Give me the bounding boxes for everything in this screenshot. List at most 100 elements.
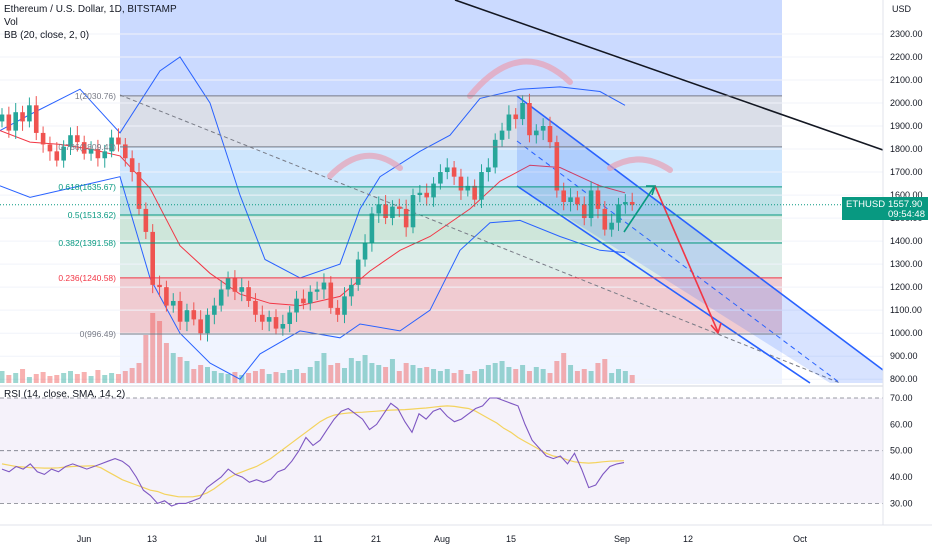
candle-body-89 <box>609 222 614 230</box>
chart-title: Ethereum / U.S. Dollar, 1D, BITSTAMP <box>4 4 177 15</box>
volume-bar-36 <box>246 373 252 383</box>
volume-bar-70 <box>479 369 484 383</box>
volume-bar-9 <box>61 373 67 383</box>
volume-bar-49 <box>335 363 341 383</box>
candle-body-28 <box>191 310 197 320</box>
candle-body-59 <box>403 208 409 228</box>
rsi-pane <box>0 385 883 507</box>
candle-body-39 <box>266 317 272 322</box>
candle-body-37 <box>253 300 258 315</box>
volume-bar-81 <box>554 361 560 383</box>
fib-label-5: 0.236(1240.58) <box>58 273 116 283</box>
candle-body-54 <box>369 213 375 244</box>
candle-body-22 <box>150 231 155 285</box>
volume-bar-41 <box>280 373 286 383</box>
volume-bar-12 <box>81 372 87 383</box>
volume-bar-14 <box>95 370 101 383</box>
volume-bar-61 <box>417 368 423 383</box>
volume-bar-91 <box>622 371 628 383</box>
price-tick-1800: 1800.00 <box>890 144 923 154</box>
volume-bar-15 <box>102 375 108 383</box>
volume-bar-20 <box>136 363 142 383</box>
fib-label-2: 0.618(1635.67) <box>58 182 116 192</box>
volume-bar-76 <box>520 365 526 383</box>
candle-body-17 <box>116 137 121 145</box>
candle-body-30 <box>205 314 210 334</box>
price-tick-2000: 2000.00 <box>890 98 923 108</box>
head-arc <box>467 58 573 99</box>
candle-body-33 <box>225 277 231 290</box>
candle-body-1 <box>6 114 12 131</box>
volume-bar-0 <box>0 371 5 383</box>
candle-body-87 <box>595 190 601 209</box>
candle-body-72 <box>492 139 498 168</box>
candle-body-70 <box>479 172 484 200</box>
volume-bar-21 <box>143 335 149 383</box>
candle-body-82 <box>561 190 566 202</box>
price-tick-1400: 1400.00 <box>890 236 923 246</box>
candle-body-16 <box>109 137 114 152</box>
bb-upper-line <box>0 56 626 279</box>
candle-body-18 <box>123 144 128 159</box>
price-tick-1300: 1300.00 <box>890 259 923 269</box>
badge-countdown: 09:54:48 <box>888 209 925 220</box>
volume-bar-13 <box>88 376 94 383</box>
volume-bar-83 <box>568 365 574 383</box>
volume-bar-60 <box>410 365 416 383</box>
volume-bar-72 <box>492 363 498 383</box>
date-label-Jul: Jul <box>255 534 267 544</box>
candle-body-52 <box>355 259 361 285</box>
date-label-Oct: Oct <box>793 534 808 544</box>
candle-body-91 <box>623 201 628 205</box>
volume-bar-33 <box>225 374 231 383</box>
candle-body-32 <box>218 289 224 306</box>
volume-bar-8 <box>54 375 60 383</box>
candle-body-34 <box>232 277 238 292</box>
volume-bar-77 <box>526 371 532 383</box>
candle-body-88 <box>602 208 608 230</box>
candle-body-24 <box>164 287 169 306</box>
price-tick-1000: 1000.00 <box>890 328 923 338</box>
date-label-12: 12 <box>683 534 693 544</box>
candle-body-50 <box>342 296 347 315</box>
candle-body-57 <box>390 206 395 219</box>
volume-bar-82 <box>561 353 567 383</box>
candle-body-45 <box>307 291 313 304</box>
volume-bar-3 <box>20 369 26 383</box>
volume-bar-17 <box>115 374 121 383</box>
channel-upper <box>516 95 884 371</box>
price-tick-2200: 2200.00 <box>890 52 923 62</box>
candle-body-21 <box>143 208 149 232</box>
candle-body-41 <box>280 323 286 329</box>
volume-bar-19 <box>129 368 135 383</box>
candle-body-69 <box>472 185 477 200</box>
volume-bar-43 <box>294 369 300 383</box>
candle-body-49 <box>335 307 340 315</box>
volume-bar-42 <box>287 370 293 383</box>
volume-bar-53 <box>362 355 368 383</box>
price-tick-800: 800.00 <box>890 374 918 384</box>
candle-body-29 <box>198 319 203 334</box>
candle-body-79 <box>540 126 546 131</box>
candle-body-47 <box>321 282 327 290</box>
price-tick-2300: 2300.00 <box>890 29 923 39</box>
candle-body-13 <box>88 149 94 154</box>
candle-body-46 <box>314 289 320 292</box>
volume-bar-87 <box>595 363 601 383</box>
volume-bar-90 <box>616 369 621 383</box>
volume-bar-37 <box>252 371 258 383</box>
price-tick-2100: 2100.00 <box>890 75 923 85</box>
volume-bar-11 <box>74 374 80 383</box>
volume-bar-30 <box>205 367 210 383</box>
volume-bar-38 <box>259 369 265 383</box>
candle-body-19 <box>129 158 135 173</box>
volume-bar-4 <box>26 377 32 383</box>
background-layers <box>0 0 883 504</box>
volume-bar-47 <box>321 353 327 383</box>
volume-bar-46 <box>314 361 320 383</box>
price-tick-1100: 1100.00 <box>890 305 922 315</box>
candle-body-71 <box>486 167 491 173</box>
date-label-Sep: Sep <box>614 534 630 544</box>
candle-body-80 <box>547 126 553 143</box>
